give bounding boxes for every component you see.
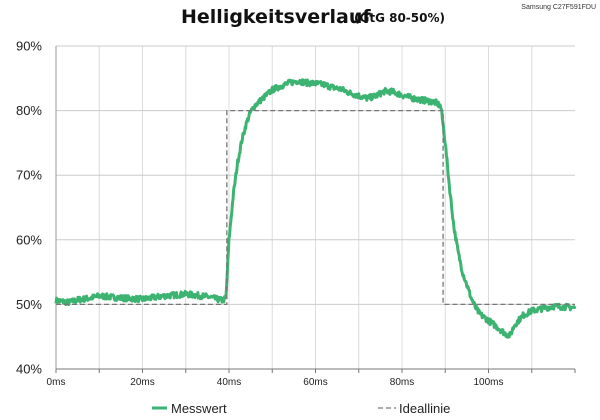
x-tick-label: 60ms xyxy=(303,377,327,388)
chart-subtitle: (GtG 80-50%) xyxy=(354,11,445,25)
x-tick-labels: 0ms 20ms 40ms 60ms 80ms 100ms xyxy=(47,377,504,388)
x-tick-label: 20ms xyxy=(130,377,154,388)
legend-label-messwert: Messwert xyxy=(171,401,227,416)
chart-title: Helligkeitsverlauf xyxy=(181,6,371,28)
y-tick-label: 70% xyxy=(16,168,42,183)
y-tick-label: 40% xyxy=(16,362,42,377)
y-tick-label: 90% xyxy=(16,39,42,54)
legend-label-ideallinie: Ideallinie xyxy=(399,401,450,416)
y-tick-labels: 40% 50% 60% 70% 80% 90% xyxy=(16,39,42,377)
plot-area xyxy=(54,78,577,339)
x-tick-label: 100ms xyxy=(473,377,503,388)
x-tick-label: 80ms xyxy=(390,377,414,388)
x-tick-label: 0ms xyxy=(47,377,66,388)
y-tick-label: 80% xyxy=(16,103,42,118)
y-tick-label: 50% xyxy=(16,297,42,312)
series-ideallinie-line xyxy=(56,109,575,306)
legend: Messwert Ideallinie xyxy=(152,401,450,416)
corner-label: Samsung C27F591FDU xyxy=(521,4,596,11)
x-tick-label: 40ms xyxy=(217,377,241,388)
y-tick-label: 60% xyxy=(16,232,42,247)
grid-layer xyxy=(55,45,576,373)
series-messwert-line xyxy=(54,78,577,339)
